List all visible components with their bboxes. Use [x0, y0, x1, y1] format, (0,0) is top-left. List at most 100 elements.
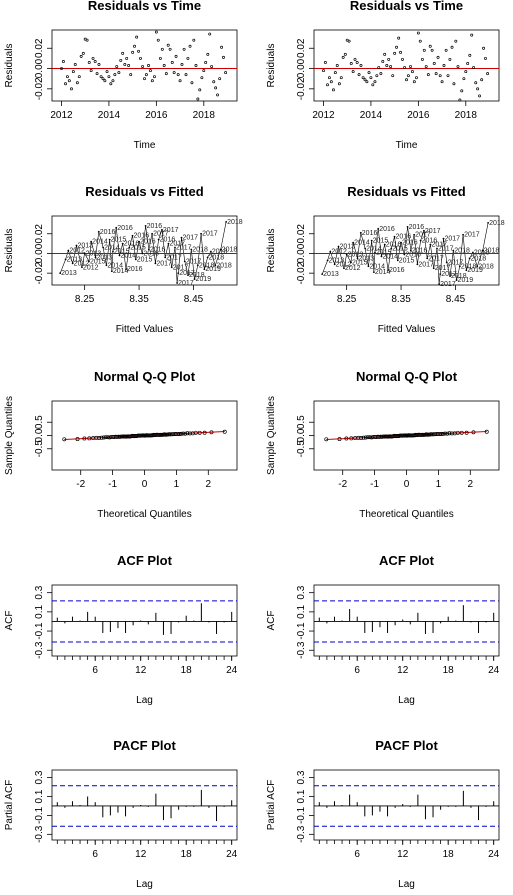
- residual-point: [67, 79, 71, 83]
- qq-point: [101, 435, 106, 440]
- residual-point: [218, 77, 222, 81]
- y-tick-label: -0.02: [296, 261, 307, 284]
- point-year-label: 2016: [117, 225, 133, 232]
- point-year-label: 2014: [354, 240, 370, 247]
- residual-point: [158, 56, 162, 60]
- y-tick-label: 0.3: [296, 585, 307, 599]
- y-tick-label: 0.02: [296, 224, 307, 244]
- residual-point: [148, 69, 152, 73]
- residual-point: [383, 52, 387, 56]
- residual-point: [373, 80, 377, 84]
- point-year-label: 2019: [205, 266, 221, 273]
- residual-point: [432, 62, 436, 65]
- point-year-label: 2018: [451, 273, 467, 280]
- x-axis-label: Lag: [398, 695, 415, 706]
- qq-point: [471, 430, 476, 435]
- fitted-point: [438, 283, 441, 285]
- x-tick-label: 18: [443, 849, 455, 860]
- qq-point: [202, 430, 207, 435]
- residual-point: [178, 79, 182, 83]
- residual-point: [327, 76, 331, 80]
- fitted-point: [97, 230, 100, 233]
- residual-point: [379, 72, 383, 76]
- y-tick-label: 0.00: [34, 58, 45, 78]
- point-year-label: 2014: [366, 246, 382, 253]
- residual-point: [464, 70, 468, 74]
- fitted-point: [105, 264, 108, 267]
- residual-point: [331, 88, 335, 92]
- residual-point: [484, 56, 487, 60]
- point-year-label: 2017: [153, 231, 169, 238]
- plot-frame: [313, 29, 500, 102]
- residual-point: [89, 69, 93, 73]
- point-year-label: 2019: [458, 277, 474, 284]
- point-year-label: 2019: [467, 267, 483, 274]
- fitted-point: [487, 222, 490, 224]
- residual-point: [196, 97, 200, 101]
- point-year-label: 2016: [386, 242, 402, 249]
- fitted-point: [88, 260, 90, 263]
- point-year-label: 2014: [113, 268, 129, 275]
- residual-point: [87, 61, 91, 64]
- x-axis-label: Lag: [398, 879, 415, 890]
- fitted-point: [94, 256, 97, 259]
- residual-point: [478, 94, 482, 98]
- fitted-point: [442, 237, 445, 240]
- fitted-point: [108, 238, 111, 241]
- fitted-point: [183, 260, 186, 263]
- fitted-point: [337, 245, 340, 248]
- y-tick-label: 0.1: [296, 789, 307, 803]
- residual-point: [401, 57, 404, 61]
- fitted-point: [445, 261, 448, 264]
- y-tick-label: 0.02: [296, 38, 307, 58]
- fitted-point: [174, 246, 176, 249]
- fitted-point: [177, 272, 180, 275]
- residual-point: [446, 74, 450, 78]
- residual-point: [170, 61, 174, 64]
- y-tick-label: 0.3: [34, 770, 45, 784]
- residual-point: [458, 98, 462, 102]
- point-year-label: 2017: [169, 241, 185, 248]
- x-tick-label: 12: [397, 849, 409, 860]
- residual-point: [153, 75, 156, 79]
- qq-point: [378, 434, 383, 439]
- point-year-label: 2018: [454, 248, 470, 255]
- fitted-point: [359, 231, 362, 234]
- qq-point: [337, 437, 342, 442]
- residual-point: [391, 74, 395, 78]
- plot-frame: [51, 29, 238, 102]
- fitted-point: [439, 273, 442, 276]
- residual-point: [454, 39, 458, 43]
- point-year-label: 2017: [202, 231, 218, 238]
- residual-point: [409, 65, 412, 68]
- x-tick-label: 0: [404, 479, 410, 490]
- point-year-label: 2018: [484, 248, 500, 255]
- qq-point: [113, 434, 118, 439]
- y-tick-label: -0.3: [34, 825, 45, 843]
- qq-point: [168, 432, 173, 437]
- residual-point: [353, 57, 357, 61]
- point-year-label: 2013: [61, 270, 77, 277]
- point-year-label: 2017: [431, 242, 447, 249]
- fitted-point: [83, 252, 86, 255]
- fitted-point: [161, 228, 163, 231]
- y-tick-label: -0.3: [296, 641, 307, 659]
- fitted-point: [164, 256, 167, 259]
- point-year-label: 2017: [183, 235, 199, 242]
- residual-point: [322, 69, 325, 73]
- plot-frame: [313, 769, 500, 841]
- fitted-point: [131, 234, 134, 237]
- point-year-label: 2015: [111, 237, 127, 244]
- x-tick-label: 8.25: [75, 294, 95, 305]
- fitted-point: [90, 240, 93, 243]
- fitted-point: [345, 253, 348, 256]
- qq-point: [439, 432, 444, 436]
- residual-point: [486, 72, 490, 76]
- qq-point: [183, 431, 188, 436]
- chart-panel-acf-plot-1: ACF Plot Lag ACF 6 12 18 24 -0.3-0.1 0.1 0.3: [4, 553, 238, 706]
- fitted-point: [121, 242, 124, 245]
- fitted-point: [350, 261, 352, 264]
- fitted-point: [390, 247, 393, 250]
- point-year-label: 2016: [100, 229, 116, 236]
- qq-point: [441, 431, 446, 436]
